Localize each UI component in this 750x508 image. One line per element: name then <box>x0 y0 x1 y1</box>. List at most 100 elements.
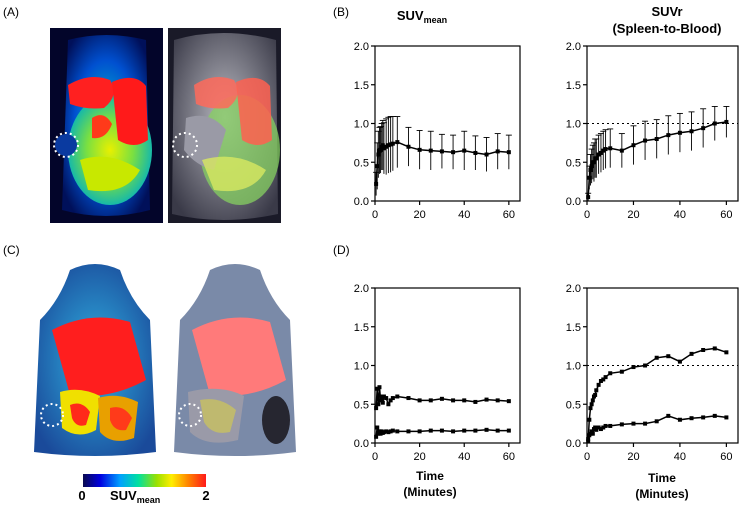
data-point <box>619 369 624 374</box>
y-tick-label: 1.0 <box>566 119 581 131</box>
chart-d-right: 0.0 0.5 1.0 1.5 2.0 0 20 40 60 <box>566 283 739 463</box>
data-point <box>677 359 682 364</box>
data-point <box>379 394 384 399</box>
y-tick-label: 1.0 <box>566 361 581 373</box>
data-point <box>378 431 383 436</box>
data-point <box>712 121 717 126</box>
data-point <box>375 386 380 391</box>
y-tick-label: 0.0 <box>566 196 581 208</box>
data-point <box>631 143 636 148</box>
x-tick-label: 0 <box>584 209 590 221</box>
data-point <box>594 156 599 161</box>
data-point <box>395 394 400 399</box>
data-point <box>390 428 395 433</box>
chart-b-left: 0.0 0.5 1.0 1.5 2.0 0 20 40 60 <box>354 41 521 221</box>
data-point <box>601 377 606 382</box>
data-point <box>689 416 694 421</box>
data-point <box>596 152 601 157</box>
data-point <box>375 164 380 169</box>
data-point <box>473 399 478 404</box>
x-tick-label: 40 <box>458 209 470 221</box>
data-point <box>677 417 682 422</box>
data-point <box>484 397 489 402</box>
data-point <box>596 425 601 430</box>
data-point <box>384 144 389 149</box>
data-point <box>593 425 598 430</box>
data-point <box>484 152 489 157</box>
data-point <box>589 164 594 169</box>
data-point <box>608 371 613 376</box>
colorbar-gradient <box>83 474 206 487</box>
data-point <box>689 129 694 134</box>
data-point <box>376 402 381 407</box>
x-title-right: Time <box>648 471 676 485</box>
data-point <box>666 413 671 418</box>
y-tick-label: 1.0 <box>354 119 369 131</box>
data-point <box>381 394 386 399</box>
y-tick-label: 0.5 <box>566 399 581 411</box>
data-point <box>701 415 706 420</box>
chart-b-right: 0.0 0.5 1.0 1.5 2.0 0 20 40 60 <box>566 41 739 221</box>
data-point <box>593 392 598 397</box>
y-tick-label: 0.0 <box>354 438 369 450</box>
data-point <box>380 143 385 148</box>
y-tick-label: 2.0 <box>566 41 581 53</box>
data-point <box>588 406 593 411</box>
data-point <box>406 396 411 401</box>
x-tick-label: 60 <box>503 209 515 221</box>
panel-label-b: (B) <box>333 5 349 19</box>
data-point <box>506 428 511 433</box>
data-point <box>381 146 386 151</box>
data-point <box>591 160 596 165</box>
data-point <box>587 417 592 422</box>
pet-mri-overlay-c <box>168 262 303 462</box>
x-tick-label: 0 <box>584 451 590 463</box>
x-tick-label: 40 <box>674 209 686 221</box>
data-point <box>608 146 613 151</box>
data-point <box>596 382 601 387</box>
data-point <box>374 406 379 411</box>
data-point <box>406 144 411 149</box>
series-line-mean <box>375 141 509 184</box>
data-point <box>417 147 422 152</box>
data-point <box>598 427 603 432</box>
x-tick-label: 40 <box>674 451 686 463</box>
y-tick-label: 0.0 <box>566 438 581 450</box>
chart-d-left: 0.0 0.5 1.0 1.5 2.0 0 20 40 60 <box>354 283 521 463</box>
data-point <box>594 388 599 393</box>
x-tick-label: 20 <box>413 451 425 463</box>
y-tick-label: 0.5 <box>566 157 581 169</box>
data-point <box>643 363 648 368</box>
y-tick-label: 1.5 <box>354 322 369 334</box>
plot-frame <box>374 45 521 202</box>
data-point <box>701 348 706 352</box>
data-point <box>451 398 456 403</box>
data-point <box>386 430 391 435</box>
data-point <box>473 150 478 155</box>
data-point <box>395 429 400 434</box>
x-tick-label: 40 <box>458 451 470 463</box>
data-point <box>384 396 389 401</box>
data-point <box>451 150 456 155</box>
data-point <box>388 142 393 147</box>
x-tick-label: 20 <box>413 209 425 221</box>
data-point <box>376 152 381 157</box>
data-point <box>598 379 603 383</box>
data-point <box>701 126 706 131</box>
data-point <box>654 419 659 424</box>
col-title-suvmean: SUVmean <box>397 8 447 25</box>
data-point <box>395 140 400 145</box>
data-point <box>631 421 636 426</box>
data-point <box>631 365 636 370</box>
data-point <box>390 396 395 401</box>
x-title-left-unit: (Minutes) <box>403 485 456 499</box>
data-point <box>589 402 594 407</box>
y-tick-label: 0.5 <box>354 157 369 169</box>
data-point <box>374 434 379 439</box>
colorbar: 0 2 SUVmean <box>78 474 210 505</box>
x-tick-label: 0 <box>372 451 378 463</box>
y-tick-label: 2.0 <box>566 283 581 295</box>
x-title-right-unit: (Minutes) <box>635 487 688 501</box>
data-point <box>689 351 694 356</box>
data-point <box>439 396 444 401</box>
